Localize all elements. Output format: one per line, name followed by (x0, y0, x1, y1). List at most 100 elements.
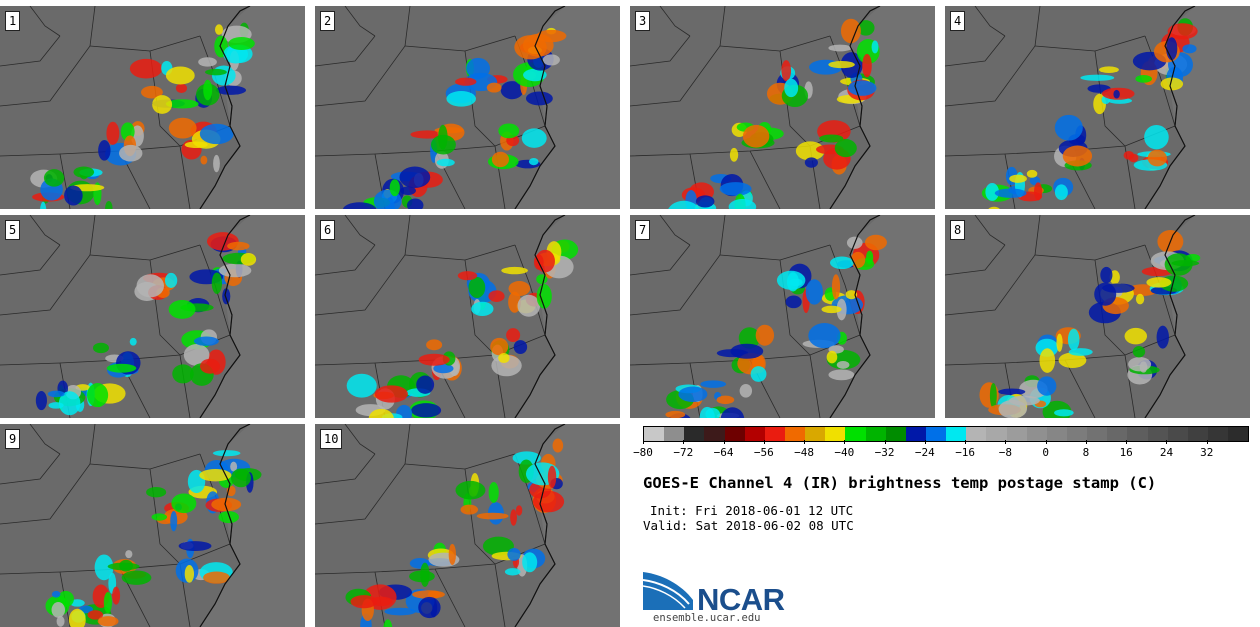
colorbar-tick-labels: −80 −72 −64 −56 −48 −40 −32 −24 −16 −8 0 8 16 24 32 (633, 446, 1247, 460)
state-boundary (344, 6, 376, 37)
cloud-blob (828, 60, 855, 69)
site-url[interactable]: ensemble.ucar.edu (653, 612, 761, 624)
cloud-blob (1146, 277, 1172, 288)
colorbar-swatch (885, 427, 906, 441)
cloud-blob (436, 158, 455, 167)
cloud-blob (836, 360, 850, 369)
state-boundary (344, 215, 376, 246)
member-number: 10 (320, 429, 343, 449)
cloud-blob (845, 290, 858, 300)
cloud-blob (171, 493, 197, 514)
cloud-blob (1156, 325, 1169, 349)
state-boundary (1094, 259, 1126, 356)
cloud-blob (1166, 37, 1178, 61)
cloud-blob (51, 590, 61, 598)
cloud-blob (1100, 266, 1113, 284)
colorbar-tick (1005, 440, 1007, 444)
cloud-blob (985, 183, 999, 201)
colorbar-tick-label: −64 (713, 446, 734, 459)
member-number: 7 (635, 220, 651, 240)
cloud-blob (240, 253, 257, 266)
colorbar-tick (804, 440, 806, 444)
ensemble-member-panel-8: 8 (945, 215, 1250, 418)
colorbar-tick-label: −8 (998, 446, 1013, 459)
cloud-blob (840, 18, 861, 44)
cloud-blob (136, 274, 165, 298)
cloud-blob (1128, 357, 1152, 372)
cloud-blob (448, 543, 457, 565)
cloud-blob (836, 298, 847, 321)
state-boundary (179, 145, 191, 209)
cloud-blob (831, 274, 841, 300)
cloud-blob (411, 403, 442, 418)
colorbar-swatch (905, 427, 926, 441)
colorbar-swatch (986, 427, 1007, 441)
state-boundary (315, 215, 411, 316)
coastline (199, 424, 251, 627)
cloud-blob (517, 294, 541, 317)
cloud-blob (665, 410, 686, 418)
cloud-blob (471, 301, 494, 317)
cloud-blob (98, 139, 111, 161)
member-number: 9 (5, 429, 21, 449)
state-boundary (29, 6, 61, 37)
colorbar-tick (884, 440, 886, 444)
cloud-blob (1123, 150, 1135, 160)
state-boundary (945, 244, 1006, 276)
cloud-blob (998, 399, 1027, 418)
cloud-blob (228, 37, 255, 51)
colorbar-swatch (966, 427, 987, 441)
colorbar-swatch (704, 427, 725, 441)
cloud-blob (521, 128, 547, 148)
cloud-blob (785, 295, 802, 309)
valid-time: Valid: Sat 2018-06-02 08 UTC (643, 518, 854, 533)
colorbar-tick (683, 440, 685, 444)
colorbar-swatch (1207, 427, 1229, 441)
cloud-blob (1058, 352, 1087, 368)
state-boundary (809, 354, 821, 418)
cloud-blob (1102, 283, 1135, 293)
colorbar-tick (844, 440, 846, 444)
cloud-blob (507, 547, 521, 561)
cloud-blob (165, 66, 195, 85)
cloud-blob (214, 24, 224, 35)
cloud-blob (184, 141, 208, 149)
cloud-blob (384, 607, 416, 616)
colorbar-swatch (865, 427, 886, 441)
cloud-blob (426, 339, 443, 351)
cloud-blob (215, 85, 247, 95)
satellite-map (945, 215, 1250, 418)
cloud-blob (821, 305, 842, 314)
state-boundary (1064, 359, 1096, 418)
state-boundary (974, 215, 1006, 246)
cloud-blob (488, 290, 505, 302)
member-number: 5 (5, 220, 21, 240)
cloud-blob (399, 166, 431, 188)
member-number: 1 (5, 11, 21, 31)
colorbar-tick-label: −32 (874, 446, 895, 459)
colorbar-swatch (1006, 427, 1027, 441)
cloud-blob (199, 358, 221, 374)
colorbar-tick-label: −72 (673, 446, 694, 459)
init-time: Init: Fri 2018-06-01 12 UTC (650, 503, 854, 518)
cloud-blob (525, 91, 553, 106)
cloud-blob (515, 505, 523, 516)
cloud-blob (170, 510, 178, 532)
coastline (1144, 215, 1196, 418)
cloud-blob (374, 385, 408, 403)
state-boundary (0, 244, 61, 276)
cloud-blob (68, 608, 86, 627)
cloud-blob (87, 383, 109, 408)
cloud-blob (1037, 376, 1057, 396)
colorbar-tick (1045, 440, 1047, 444)
cloud-blob (498, 352, 510, 364)
cloud-blob (755, 324, 775, 346)
cloud-blob (172, 364, 194, 384)
cloud-blob (678, 386, 708, 402)
cloud-blob (808, 323, 841, 349)
cloud-blob (522, 552, 538, 573)
satellite-map (315, 6, 620, 209)
colorbar-swatch (644, 427, 665, 441)
coastline (199, 215, 251, 418)
cloud-blob (504, 568, 521, 576)
